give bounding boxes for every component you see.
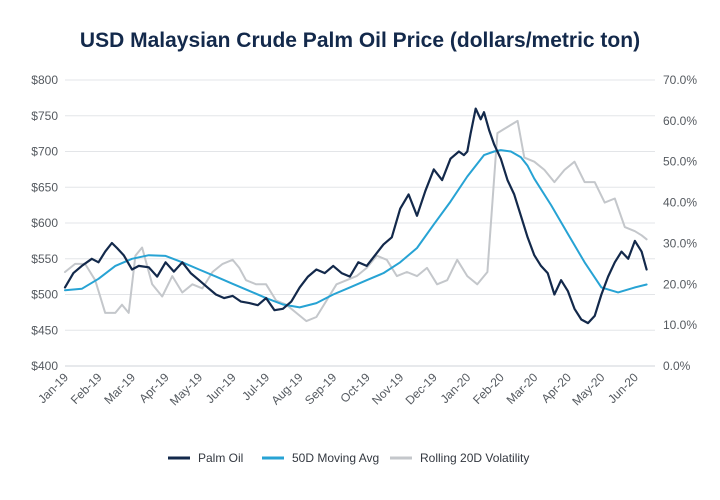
x-tick-label: Oct-19 bbox=[337, 370, 373, 406]
y-right-tick-label: 50.0% bbox=[663, 155, 697, 169]
x-tick-label: Feb-19 bbox=[68, 370, 105, 407]
x-tick-label: Sep-19 bbox=[302, 370, 339, 407]
y-left-tick-label: $750 bbox=[31, 109, 58, 123]
y-right-tick-label: 40.0% bbox=[663, 196, 697, 210]
plot-area bbox=[63, 107, 648, 325]
y-left-tick-label: $800 bbox=[31, 73, 58, 87]
legend: Palm Oil 50D Moving Avg Rolling 20D Volati… bbox=[168, 451, 529, 465]
x-tick-label: Feb-20 bbox=[470, 370, 507, 407]
y-right-tick-label: 10.0% bbox=[663, 318, 697, 332]
y-right-tick-label: 30.0% bbox=[663, 236, 697, 250]
x-tick-label: Apr-19 bbox=[136, 370, 172, 406]
y-right-tick-label: 60.0% bbox=[663, 114, 697, 128]
legend-label: 50D Moving Avg bbox=[292, 451, 379, 465]
y-axis-left: $400 $450 $500 $550 $600 $650 $700 $750 $800 bbox=[31, 73, 58, 373]
y-left-tick-label: $400 bbox=[31, 359, 58, 373]
y-axis-right: 0.0% 10.0% 20.0% 30.0% 40.0% 50.0% 60.0% 70.0% bbox=[663, 73, 697, 373]
x-tick-label: Jan-20 bbox=[438, 370, 474, 406]
y-right-tick-label: 20.0% bbox=[663, 277, 697, 291]
series-line-50d-moving-avg bbox=[64, 149, 648, 309]
y-left-tick-label: $550 bbox=[31, 252, 58, 266]
legend-label: Palm Oil bbox=[198, 451, 243, 465]
x-tick-label: May-20 bbox=[569, 370, 607, 408]
y-left-tick-label: $700 bbox=[31, 145, 58, 159]
y-left-tick-label: $600 bbox=[31, 216, 58, 230]
chart-title: USD Malaysian Crude Palm Oil Price (doll… bbox=[80, 29, 640, 52]
gridlines bbox=[65, 79, 655, 367]
x-tick-label: Mar-20 bbox=[504, 370, 541, 407]
series-line-rolling-20d-volatility bbox=[64, 119, 648, 323]
x-tick-label: Mar-19 bbox=[101, 370, 138, 407]
legend-label: Rolling 20D Volatility bbox=[420, 451, 529, 465]
series-line-palm-oil bbox=[63, 107, 648, 325]
x-tick-label: Dec-19 bbox=[403, 370, 440, 407]
x-tick-label: Jul-19 bbox=[239, 370, 272, 403]
y-left-tick-label: $650 bbox=[31, 180, 58, 194]
y-left-tick-label: $500 bbox=[31, 288, 58, 302]
x-tick-label: May-19 bbox=[167, 370, 205, 408]
y-right-tick-label: 0.0% bbox=[663, 359, 691, 373]
x-tick-label: Jan-19 bbox=[35, 370, 71, 406]
x-tick-label: Aug-19 bbox=[269, 370, 306, 407]
x-tick-label: Jun-19 bbox=[203, 370, 239, 406]
x-tick-label: Jun-20 bbox=[605, 370, 641, 406]
y-left-tick-label: $450 bbox=[31, 323, 58, 337]
x-tick-label: Apr-20 bbox=[539, 370, 575, 406]
y-right-tick-label: 70.0% bbox=[663, 73, 697, 87]
x-tick-label: Nov-19 bbox=[369, 370, 406, 407]
